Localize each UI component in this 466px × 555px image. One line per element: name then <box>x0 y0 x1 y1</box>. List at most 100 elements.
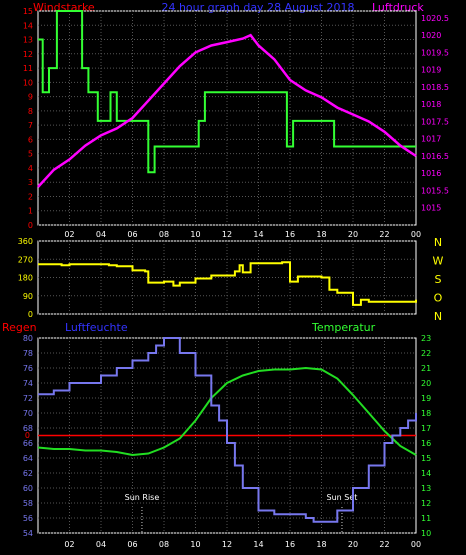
humidity-tick-label: 80 <box>23 334 33 343</box>
pressure-tick-label: 1015.5 <box>421 186 449 195</box>
pressure-tick-label: 1016.5 <box>421 152 449 161</box>
temperature-tick-label: 17 <box>421 424 431 433</box>
panel-wind-pressure-series <box>37 10 417 188</box>
wind-speed-tick-label: 2 <box>28 192 33 201</box>
pressure-tick-label: 1019.5 <box>421 48 449 57</box>
x-tick-label: 10 <box>190 540 200 549</box>
x-tick-label: 06 <box>127 540 137 549</box>
wind-speed-label: Windstarke <box>33 1 95 14</box>
humidity-tick-label: 70 <box>23 409 33 418</box>
temperature-tick-label: 22 <box>421 349 431 358</box>
x-tick-label: 00 <box>411 230 421 239</box>
x-tick-label: 22 <box>379 230 389 239</box>
wind-speed-tick-label: 13 <box>23 36 33 45</box>
x-tick-label: 12 <box>222 230 232 239</box>
x-tick-label: 18 <box>316 230 326 239</box>
temperature-tick-label: 13 <box>421 484 431 493</box>
wind-speed-tick-label: 14 <box>23 21 33 30</box>
wind-direction-tick-label: 360 <box>18 237 33 246</box>
wind-speed-tick-label: 5 <box>28 150 33 159</box>
wind-direction-line <box>38 261 417 306</box>
humidity-tick-label: 64 <box>23 454 33 463</box>
humidity-tick-label: 56 <box>23 514 33 523</box>
wind-speed-tick-label: 1 <box>28 207 33 216</box>
temperature-axis: 10 11 12 13 14 15 16 17 18 19 20 21 22 23 <box>421 334 431 538</box>
x-tick-label: 16 <box>285 540 295 549</box>
x-tick-label: 20 <box>348 540 358 549</box>
temperature-line <box>37 366 417 457</box>
humidity-tick-label: 54 <box>23 529 33 538</box>
x-tick-label: 06 <box>127 230 137 239</box>
sun-event-label: Sun Set <box>327 493 358 502</box>
temperature-tick-label: 21 <box>421 364 431 373</box>
humidity-tick-label: 78 <box>23 349 33 358</box>
x-tick-label: 00 <box>411 540 421 549</box>
pressure-label: Luftdruck <box>372 1 424 14</box>
compass-label: O <box>434 292 443 305</box>
x-tick-label: 02 <box>64 540 74 549</box>
temperature-tick-label: 15 <box>421 454 431 463</box>
humidity-tick-label: 62 <box>23 469 33 478</box>
x-tick-label: 20 <box>348 230 358 239</box>
humidity-axis: 54 56 58 60 62 64 66 68 70 72 74 76 78 80 <box>23 334 33 538</box>
pressure-line <box>37 33 417 188</box>
pressure-tick-label: 1018 <box>421 100 441 109</box>
temperature-tick-label: 20 <box>421 379 431 388</box>
wind-speed-line <box>38 10 416 174</box>
wind-speed-tick-label: 15 <box>23 7 33 16</box>
compass-label: W <box>433 255 444 268</box>
x-tick-label: 04 <box>96 230 106 239</box>
rain-zero-label: 0 <box>25 431 30 440</box>
chart-title: 24 hour graph day 28 August 2018 <box>161 1 354 14</box>
humidity-label: Luftfeuchte <box>65 321 128 334</box>
temperature-tick-label: 16 <box>421 439 431 448</box>
wind-speed-tick-label: 8 <box>28 107 33 116</box>
wind-direction-tick-label: 0 <box>28 310 33 319</box>
x-tick-label: 14 <box>253 540 263 549</box>
x-tick-label: 18 <box>316 540 326 549</box>
humidity-line <box>38 337 417 523</box>
x-tick-label: 12 <box>222 540 232 549</box>
x-tick-label: 02 <box>64 230 74 239</box>
pressure-tick-label: 1019 <box>421 66 441 75</box>
x-tick-label: 08 <box>159 230 169 239</box>
x-tick-label: 16 <box>285 230 295 239</box>
compass-label: S <box>435 273 442 286</box>
compass-label: N <box>434 236 442 249</box>
humidity-tick-label: 58 <box>23 499 33 508</box>
pressure-tick-label: 1018.5 <box>421 83 449 92</box>
sun-events: Sun Rise Sun Set <box>125 493 358 533</box>
wind-direction-axis: 0 90 180 270 360 <box>18 237 33 319</box>
rain-label: Regen <box>2 321 37 334</box>
humidity-tick-label: 60 <box>23 484 33 493</box>
wind-speed-tick-label: 6 <box>28 135 33 144</box>
wind-speed-tick-label: 7 <box>28 121 33 130</box>
wind-speed-tick-label: 11 <box>23 64 33 73</box>
humidity-tick-label: 74 <box>23 379 33 388</box>
temperature-label: Temperatur <box>311 321 376 334</box>
panel-wind-pressure-grid <box>38 10 416 226</box>
temperature-tick-label: 18 <box>421 409 431 418</box>
panel-wind-pressure-x-axis: 02 04 06 08 10 12 14 16 18 20 22 00 <box>64 230 421 239</box>
pressure-tick-label: 1020 <box>421 31 441 40</box>
pressure-tick-label: 1017.5 <box>421 117 449 126</box>
panel-wind-direction-series <box>38 261 417 306</box>
pressure-tick-label: 1017 <box>421 135 441 144</box>
wind-direction-tick-label: 270 <box>18 255 33 264</box>
wind-direction-tick-label: 90 <box>23 292 33 301</box>
x-tick-label: 08 <box>159 540 169 549</box>
pressure-tick-label: 1015 <box>421 204 441 213</box>
humidity-tick-label: 72 <box>23 394 33 403</box>
wind-speed-tick-label: 9 <box>28 93 33 102</box>
wind-speed-tick-label: 10 <box>23 78 33 87</box>
pressure-tick-label: 1016 <box>421 169 441 178</box>
temperature-tick-label: 10 <box>421 529 431 538</box>
x-tick-label: 14 <box>253 230 263 239</box>
panel-humidity-temperature-x-axis: 02 04 06 08 10 12 14 16 18 20 22 00 <box>64 540 421 549</box>
pressure-tick-label: 1020.5 <box>421 14 449 23</box>
temperature-tick-label: 19 <box>421 394 431 403</box>
temperature-tick-label: 12 <box>421 499 431 508</box>
